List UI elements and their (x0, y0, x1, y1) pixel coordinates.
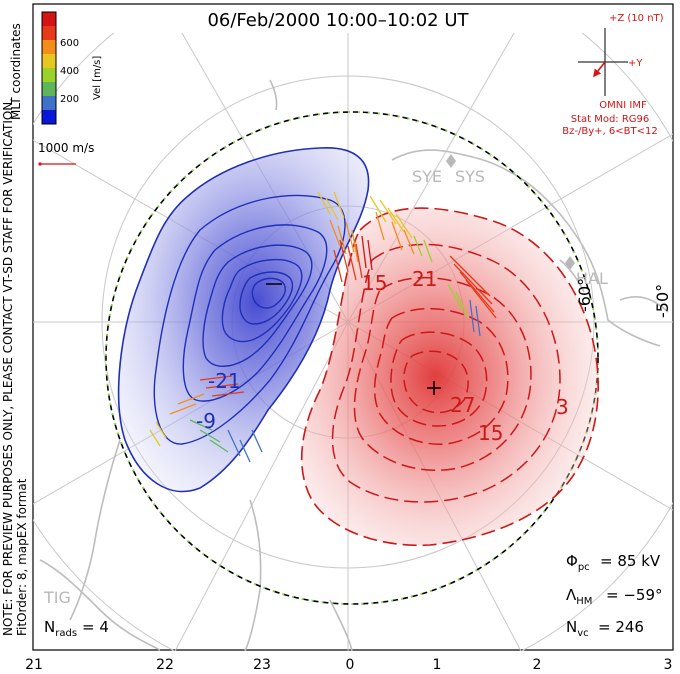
imf-condition: Bz-/By+, 6<BT<12 (562, 126, 657, 137)
stat-n-rads: = 4 (82, 618, 109, 636)
velocity-colorbar (41, 11, 57, 125)
stats: Φpc = 85 kV ΛHM = −59° Nvc = 246 Nrads =… (44, 552, 663, 639)
contour-label-1: -21 (208, 369, 241, 393)
imf-stat-mod: Stat Mod: RG96 (571, 114, 650, 125)
contour-label-2: -9 (196, 409, 216, 433)
coastlines (39, 79, 669, 651)
station-sye: SYE (412, 167, 442, 186)
imf-source: OMNI IMF (599, 100, 647, 111)
colorbar-ticks: 200 400 600 (60, 38, 79, 105)
station-labels: SYE SYS HAL TIG (43, 167, 608, 607)
colorbar-tick-600: 600 (60, 38, 79, 49)
colorbar-segment (42, 82, 56, 96)
colorbar-segment (42, 12, 56, 26)
lat-label-50: -50° (653, 284, 672, 318)
imf-y-label: +Y (628, 58, 643, 69)
contour-label-7: 3 (556, 395, 569, 419)
mlt-label-0: 0 (346, 657, 355, 673)
contour-labels: -21 -9 15 21 27 15 3 (196, 267, 569, 445)
stat-phi-pc: = 85 kV (600, 552, 661, 570)
colorbar-segment (42, 110, 56, 124)
contour-label-4: 21 (412, 267, 437, 291)
station-marker-hal (565, 256, 575, 270)
contour-label-3: 15 (362, 271, 387, 295)
mlt-label-23: 23 (253, 657, 271, 673)
mlt-label-22: 22 (156, 657, 174, 673)
colorbar-tick-200: 200 (60, 94, 79, 105)
mlt-label-3: 3 (664, 657, 673, 673)
negative-cell (117, 147, 370, 493)
colorbar-tick-400: 400 (60, 66, 79, 77)
mlt-label-2: 2 (533, 657, 542, 673)
station-tig: TIG (43, 588, 71, 607)
imf-z-label: +Z (10 nT) (609, 13, 664, 24)
max-marker (427, 381, 441, 395)
lat-label-60: -60° (575, 278, 594, 312)
fit-order-note: FitOrder: 8, mapEX format (15, 478, 29, 636)
contour-label-5: 27 (450, 393, 475, 417)
map-title: 06/Feb/2000 10:00–10:02 UT (207, 10, 469, 31)
mlt-axis: 21 22 23 0 1 2 3 (25, 657, 672, 673)
contour-label-6: 15 (478, 421, 503, 445)
preview-note: NOTE: FOR PREVIEW PURPOSES ONLY, PLEASE … (1, 98, 15, 636)
colorbar-label: Vel [m/s] (92, 56, 103, 100)
reference-vector-label: 1000 m/s (38, 141, 94, 155)
stat-n-vc: = 246 (598, 618, 644, 636)
hm-boundary-dots (105, 111, 599, 605)
colorbar-segment (42, 68, 56, 82)
velocity-vectors (149, 191, 497, 463)
mlt-label-21: 21 (25, 657, 43, 673)
coordinates-label: MLT coordinates (9, 23, 23, 120)
station-marker-sys (446, 154, 456, 168)
colorbar-segment (42, 54, 56, 68)
imf-clock (578, 28, 628, 96)
colorbar-segment (42, 26, 56, 40)
colorbar-segment (42, 40, 56, 54)
mlt-label-1: 1 (433, 657, 442, 673)
station-sys: SYS (455, 167, 485, 186)
station-hal: HAL (576, 269, 608, 288)
colorbar-segment (42, 96, 56, 110)
stat-lambda-hm: = −59° (606, 586, 663, 604)
reference-vector-dot (38, 162, 42, 166)
